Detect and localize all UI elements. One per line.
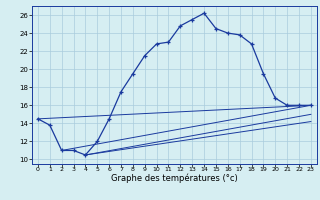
- X-axis label: Graphe des températures (°c): Graphe des températures (°c): [111, 174, 238, 183]
